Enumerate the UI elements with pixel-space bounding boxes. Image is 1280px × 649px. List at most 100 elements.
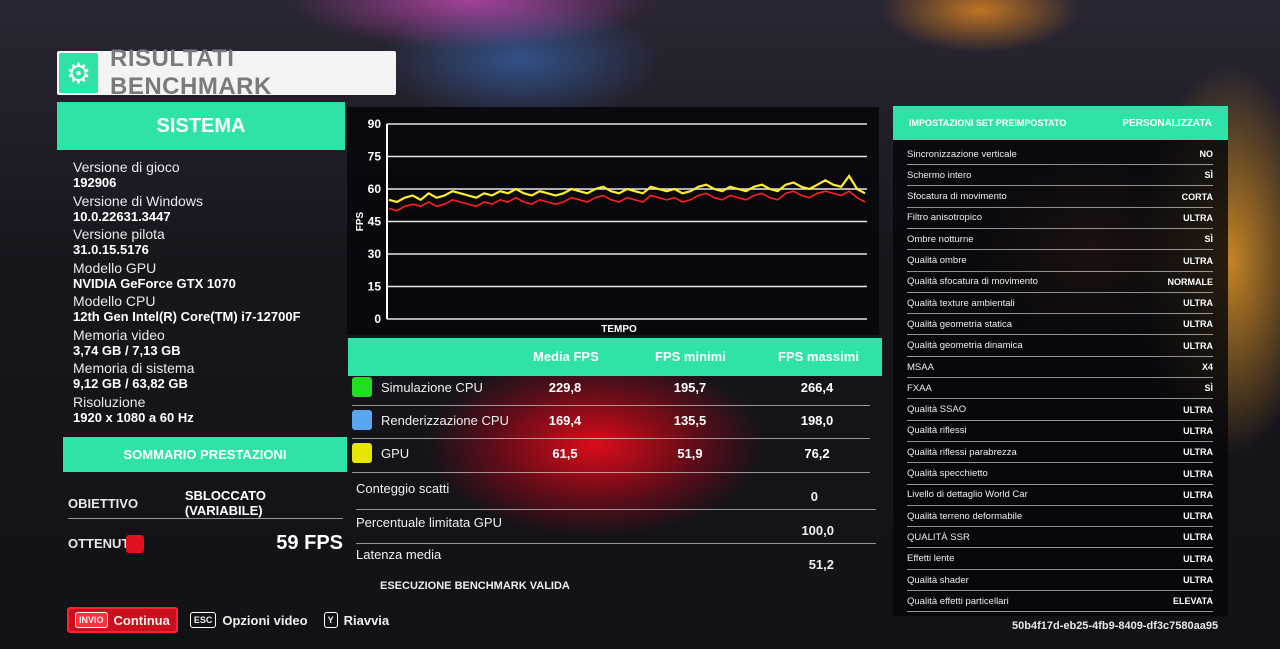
achieved-row: OTTENUTO 59 FPS bbox=[68, 532, 343, 555]
settings-row: FXAA SÌ bbox=[907, 378, 1213, 400]
settings-row: Qualità texture ambientali ULTRA bbox=[907, 293, 1213, 315]
fps-chart: 0 15 30 45 60 75 90 FPS TEMPO bbox=[355, 117, 867, 335]
settings-row-value: SÌ bbox=[1204, 383, 1213, 394]
legend-swatch bbox=[352, 377, 372, 397]
background-glow bbox=[430, 355, 760, 535]
stat-avg: 61,5 bbox=[552, 445, 578, 461]
settings-row-label: Schermo intero bbox=[907, 169, 972, 181]
stat-extra-label: Conteggio scatti bbox=[356, 481, 450, 496]
settings-row-label: Filtro anisotropico bbox=[907, 212, 982, 224]
enter-key-icon: INVIO bbox=[75, 612, 108, 628]
stat-max: 266,4 bbox=[800, 379, 834, 395]
settings-row-value: ULTRA bbox=[1183, 532, 1213, 543]
system-item: Versione di Windows 10.0.22631.3447 bbox=[73, 192, 343, 228]
system-item: Memoria di sistema 9,12 GB / 63,82 GB bbox=[73, 361, 343, 395]
settings-row-label: Qualità geometria statica bbox=[907, 318, 1013, 330]
settings-row-label: Qualità terreno deformabile bbox=[907, 510, 1023, 522]
settings-row-value: ULTRA bbox=[1183, 553, 1213, 564]
video-options-button[interactable]: ESC Opzioni video bbox=[189, 612, 308, 628]
settings-row-value: SÌ bbox=[1204, 170, 1213, 181]
settings-row: QUALITÀ SSR ULTRA bbox=[907, 527, 1213, 549]
page-title-bar: ⚙ RISULTATI BENCHMARK bbox=[57, 45, 396, 100]
fps-chart-panel: 0 15 30 45 60 75 90 FPS TEMPO bbox=[347, 107, 879, 335]
y-axis-label: FPS bbox=[355, 211, 366, 231]
stat-extra-row: Latenza media 51,2 bbox=[356, 547, 834, 572]
system-item-value: 31.0.15.5176 bbox=[73, 242, 149, 257]
stats-header-min: FPS minimi bbox=[655, 349, 726, 364]
stat-extra-row: Percentuale limitata GPU 100,0 bbox=[356, 515, 834, 538]
system-item: Memoria video 3,74 GB / 7,13 GB bbox=[73, 327, 343, 362]
system-item-value: 3,74 GB / 7,13 GB bbox=[73, 342, 181, 358]
settings-row-label: Qualità shader bbox=[907, 574, 969, 586]
settings-row-value: ULTRA bbox=[1183, 340, 1213, 351]
settings-row-label: Qualità riflessi bbox=[907, 425, 967, 437]
stats-header-max: FPS massimi bbox=[778, 349, 859, 364]
settings-row-label: Ombre notturne bbox=[907, 233, 974, 245]
system-item-value: 9,12 GB / 63,82 GB bbox=[73, 376, 188, 391]
settings-row: Qualità geometria dinamica ULTRA bbox=[907, 336, 1213, 357]
stat-min: 51,9 bbox=[677, 445, 703, 461]
stat-max: 198,0 bbox=[800, 412, 834, 428]
system-item-value: 192906 bbox=[73, 175, 117, 190]
settings-row: Qualità ombre ULTRA bbox=[907, 251, 1213, 272]
stat-row-cpu-render: Renderizzazione CPU 169,4 135,5 198,0 bbox=[352, 405, 870, 435]
settings-row-label: MSAA bbox=[907, 361, 934, 373]
system-item: Modello CPU 12th Gen Intel(R) Core(TM) i7… bbox=[73, 294, 343, 328]
esc-key-icon: ESC bbox=[189, 612, 217, 628]
settings-row: Livello di dettaglio World Car ULTRA bbox=[907, 485, 1213, 506]
settings-row: Ombre notturne SÌ bbox=[907, 229, 1213, 251]
settings-panel: IMPOSTAZIONI SET PREIMPOSTATO PERSONALIZ… bbox=[893, 106, 1228, 616]
page-title: RISULTATI BENCHMARK bbox=[109, 45, 272, 100]
system-item-value: NVIDIA GeForce GTX 1070 bbox=[73, 275, 236, 291]
stats-header: Media FPS FPS minimi FPS massimi bbox=[348, 338, 882, 376]
settings-header: IMPOSTAZIONI SET PREIMPOSTATO PERSONALIZ… bbox=[893, 106, 1228, 140]
y-key-icon: Y bbox=[323, 612, 338, 628]
settings-row-value: ULTRA bbox=[1183, 468, 1213, 479]
settings-row-value: NO bbox=[1199, 149, 1214, 159]
system-item: Versione di gioco 192906 bbox=[73, 160, 343, 194]
divider bbox=[352, 405, 870, 406]
stat-row-name: GPU bbox=[381, 445, 410, 461]
stat-avg: 169,4 bbox=[548, 412, 582, 428]
system-item-label: Versione pilota bbox=[73, 226, 165, 242]
system-item-label: Versione di gioco bbox=[73, 159, 180, 175]
benchmark-id: 50b4f17d-eb25-4fb9-8409-df3c7580aa95 bbox=[1012, 620, 1219, 632]
target-value: SBLOCCATO (VARIABILE) bbox=[184, 488, 266, 518]
settings-row: Qualità terreno deformabile ULTRA bbox=[907, 506, 1213, 528]
x-axis-label: TEMPO bbox=[601, 324, 637, 335]
series-line bbox=[388, 174, 866, 204]
restart-button[interactable]: Y Riavvia bbox=[323, 612, 389, 628]
system-item-value: 10.0.22631.3447 bbox=[73, 208, 171, 224]
settings-row-value: ULTRA bbox=[1183, 212, 1213, 223]
settings-row: Qualità shader ULTRA bbox=[907, 570, 1213, 591]
settings-row-label: Qualità geometria dinamica bbox=[907, 340, 1023, 352]
settings-row-value: CORTA bbox=[1181, 191, 1213, 202]
continue-button[interactable]: INVIO Continua bbox=[67, 607, 178, 633]
settings-row-label: Effetti lente bbox=[907, 553, 955, 565]
stats-header-avg: Media FPS bbox=[533, 349, 599, 364]
system-item-value: 12th Gen Intel(R) Core(TM) i7-12700F bbox=[73, 309, 301, 324]
achieved-status-indicator bbox=[126, 534, 144, 553]
y-tick-label: 0 bbox=[374, 312, 381, 326]
footer-actions: INVIO Continua ESC Opzioni video Y Riavv… bbox=[67, 607, 389, 633]
settings-row: Filtro anisotropico ULTRA bbox=[907, 208, 1213, 229]
gear-icon: ⚙ bbox=[59, 53, 98, 93]
system-item-label: Memoria di sistema bbox=[73, 360, 195, 376]
system-item-label: Versione di Windows bbox=[73, 192, 203, 209]
continue-label: Continua bbox=[113, 612, 170, 628]
stat-extra-value: 0 bbox=[810, 489, 818, 504]
stat-row-name: Renderizzazione CPU bbox=[381, 412, 509, 428]
settings-row: Qualità riflessi ULTRA bbox=[907, 421, 1213, 442]
settings-row-value: ULTRA bbox=[1183, 319, 1213, 330]
settings-row-value: ULTRA bbox=[1183, 447, 1213, 458]
settings-row-label: Qualità specchietto bbox=[907, 468, 988, 479]
settings-row: Qualità riflessi parabrezza ULTRA bbox=[907, 442, 1213, 464]
performance-header: SOMMARIO PRESTAZIONI bbox=[63, 437, 347, 472]
target-row: OBIETTIVO SBLOCCATO (VARIABILE) bbox=[68, 488, 343, 518]
system-item-label: Risoluzione bbox=[73, 393, 146, 410]
settings-header-label: IMPOSTAZIONI SET PREIMPOSTATO bbox=[909, 118, 1067, 128]
settings-preset-value: PERSONALIZZATA bbox=[1122, 117, 1212, 129]
divider bbox=[352, 472, 870, 473]
settings-row-label: QUALITÀ SSR bbox=[907, 531, 970, 543]
divider bbox=[68, 518, 343, 519]
